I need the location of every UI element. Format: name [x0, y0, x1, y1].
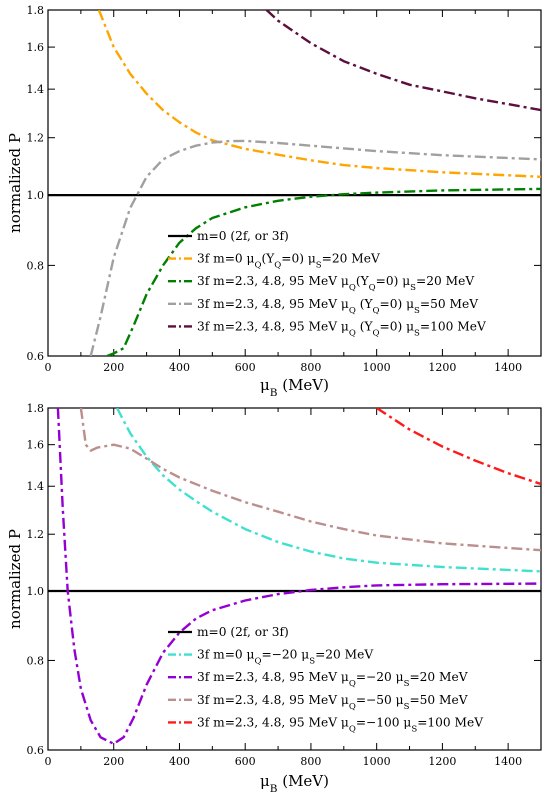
- y-tick-label: 0.8: [27, 654, 45, 667]
- legend-entry-1: m=0 (2f, or 3f): [197, 229, 289, 243]
- x-tick-label: 400: [169, 361, 190, 374]
- x-tick-label: 1200: [428, 755, 456, 768]
- x-tick-label: 200: [103, 755, 124, 768]
- y-tick-label: 1.2: [27, 132, 45, 145]
- legend-entry-3: 3f m=2.3, 4.8, 95 MeV μQ​(YQ​=0) μS​=20 …: [197, 274, 474, 293]
- y-tick-label: 1.6: [27, 41, 45, 54]
- x-tick-label: 1000: [363, 361, 391, 374]
- x-tick-label: 600: [235, 755, 256, 768]
- y-tick-label: 0.6: [27, 350, 45, 363]
- y-tick-label: 0.8: [27, 259, 45, 272]
- x-tick-label: 200: [103, 361, 124, 374]
- x-tick-label: 0: [45, 755, 52, 768]
- legend-entry-5: 3f m=2.3, 4.8, 95 MeV μQ​=−100 μS​=100 M…: [197, 715, 483, 734]
- plot-frame: [47, 407, 542, 751]
- legend-entry-2: 3f m=0 μQ​(YQ​=0) μS​=20 MeV: [197, 252, 380, 271]
- x-tick-label: 1400: [494, 361, 522, 374]
- series-line-2: [97, 10, 541, 178]
- x-tick-label: 1000: [363, 755, 391, 768]
- chart-panel-2: 0 200 400 600 800 1000 1200 1400 0.6 0.8 1.0 1.2 1.4…: [6, 402, 542, 795]
- x-axis-label: μB​ (MeV): [260, 772, 329, 795]
- series-line-5: [265, 10, 541, 112]
- legend-entry-4: 3f m=2.3, 4.8, 95 MeV μQ​=−50 μS​=50 MeV: [197, 693, 468, 712]
- y-tick-label: 1.8: [27, 402, 45, 415]
- x-tick-label: 800: [300, 361, 321, 374]
- legend-entry-3: 3f m=2.3, 4.8, 95 MeV μQ​=−20 μS​=20 MeV: [197, 670, 468, 689]
- legend-entry-2: 3f m=0 μQ​=−20 μS​=20 MeV: [197, 648, 373, 667]
- x-tick-label: 400: [169, 755, 190, 768]
- series-line-4: [79, 408, 541, 552]
- x-tick-label: 0: [45, 361, 52, 374]
- y-tick-label: 1.6: [27, 439, 45, 452]
- series-line-5: [376, 408, 541, 486]
- legend-entry-5: 3f m=2.3, 4.8, 95 MeV μQ​ (YQ​=0) μS​=10…: [197, 319, 486, 338]
- y-axis-label: normalized P: [6, 133, 24, 233]
- x-tick-label: 800: [300, 755, 321, 768]
- legend-entry-1: m=0 (2f, or 3f): [197, 625, 289, 639]
- y-tick-label: 0.6: [27, 744, 45, 757]
- y-tick-label: 1.8: [27, 4, 45, 17]
- x-axis-label: μB​ (MeV): [260, 376, 329, 399]
- series-line-4: [89, 139, 541, 356]
- y-tick-label: 1.4: [27, 480, 45, 493]
- y-tick-label: 1.0: [27, 585, 45, 598]
- legend-entry-4: 3f m=2.3, 4.8, 95 MeV μQ​ (YQ​=0) μS​=50…: [197, 297, 478, 316]
- x-tick-label: 1400: [494, 755, 522, 768]
- series-line-3: [106, 187, 541, 356]
- y-axis-label: normalized P: [6, 529, 24, 629]
- x-tick-label: 600: [235, 361, 256, 374]
- plot-frame: [47, 9, 542, 357]
- x-tick-label: 1200: [428, 361, 456, 374]
- y-tick-label: 1.0: [27, 189, 45, 202]
- series-line-2: [115, 408, 541, 573]
- y-tick-label: 1.4: [27, 83, 45, 96]
- chart-panel-1: 0 200 400 600 800 1000 1200 1400 0.6 0.8 1.0 1.2 1.4…: [6, 4, 542, 399]
- y-tick-label: 1.2: [27, 528, 45, 541]
